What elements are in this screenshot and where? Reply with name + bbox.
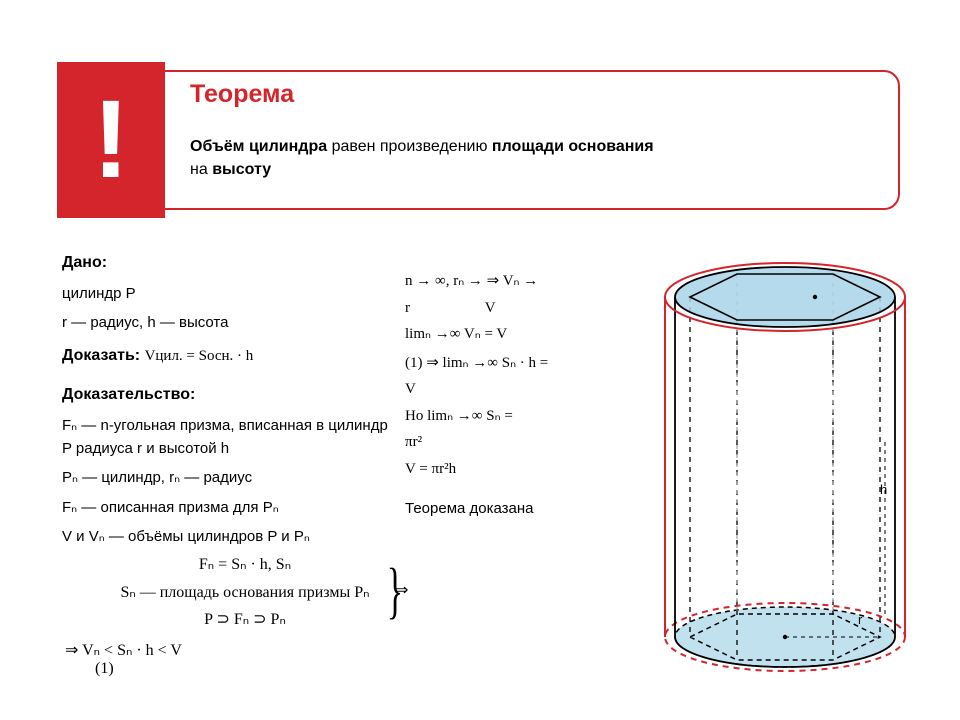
given-header: Дано: [62, 251, 392, 276]
prove-formula: Vцил. = Sосн. · h [145, 348, 254, 364]
theorem-line2a: на [190, 161, 212, 178]
formula-1: Fₙ = Sₙ · h, Sₙ [110, 552, 380, 578]
mid-1b: r V [405, 297, 645, 320]
mid-column: n → ∞, rₙ → ⇒ Vₙ → r V limₙ →∞ Vₙ = V (1… [405, 270, 645, 525]
mid-3: (1) ⇒ limₙ →∞ Sₙ · h = [405, 352, 645, 375]
prove-header: Доказать: [62, 347, 145, 364]
mid-5: V = πr²h [405, 458, 645, 481]
formula-2: Sₙ — площадь основания призмы Pₙ [110, 580, 380, 606]
theorem-mid: равен произведению [327, 138, 492, 155]
exclamation-badge: ! [57, 62, 165, 218]
proof-line-4: V и Vₙ — объёмы цилиндров P и Pₙ [62, 525, 392, 548]
mid-4b: πr² [405, 431, 645, 454]
formula-block: Fₙ = Sₙ · h, Sₙ Sₙ — площадь основания п… [110, 552, 380, 635]
last-formula-lines: ⇒ Vₙ < Sₙ · h < V (1) [65, 640, 182, 678]
r-label: r [858, 612, 862, 627]
h-label: h [880, 482, 887, 497]
mid-2: limₙ →∞ Vₙ = V [405, 323, 645, 346]
theorem-line2b: высоту [212, 161, 271, 178]
proof-line-2: Pₙ — цилиндр, rₙ — радиус [62, 466, 392, 489]
theorem-bold-1: Объём цилиндра [190, 138, 327, 155]
theorem-statement: Объём цилиндра равен произведению площад… [190, 135, 654, 181]
given-line-1: цилиндр P [62, 282, 392, 305]
theorem-title: Теорема [190, 80, 294, 109]
proof-line-1: Fₙ — n-угольная призма, вписанная в цили… [62, 414, 392, 461]
conclusion: Теорема доказана [405, 498, 645, 521]
implies-arrow: ⇒ [395, 580, 408, 600]
mid-1: n → ∞, rₙ → ⇒ Vₙ → [405, 270, 645, 293]
formula-5: (1) [95, 660, 114, 677]
cylinder-diagram [640, 252, 930, 682]
formula-4: ⇒ Vₙ < Sₙ · h < V [65, 642, 182, 659]
mid-4: Но limₙ →∞ Sₙ = [405, 405, 645, 428]
given-line-2: r — радиус, h — высота [62, 311, 392, 334]
proof-line-3: Fₙ — описанная призма для Pₙ [62, 496, 392, 519]
left-column: Дано: цилиндр P r — радиус, h — высота Д… [62, 245, 392, 554]
theorem-bold-2: площади основания [492, 138, 654, 155]
proof-header: Доказательство: [62, 383, 392, 408]
formula-3: P ⊃ Fₙ ⊃ Pₙ [110, 607, 380, 633]
mid-3b: V [405, 378, 645, 401]
